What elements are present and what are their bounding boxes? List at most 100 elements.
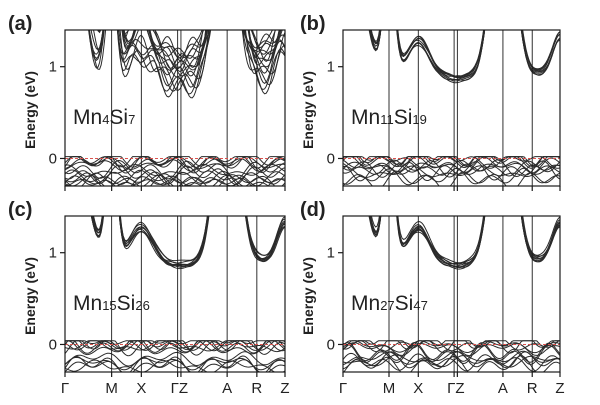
valence-band <box>343 161 560 175</box>
x-tick-label: ΓZ <box>447 380 464 397</box>
valence-band <box>343 156 560 174</box>
formula-element: Mn <box>73 292 102 315</box>
y-axis-label: Energy (eV) <box>22 71 38 149</box>
valence-band <box>343 160 560 182</box>
valence-band <box>343 340 560 350</box>
conduction-band <box>370 30 560 78</box>
conduction-band <box>90 30 285 71</box>
formula-element: Mn <box>351 106 380 129</box>
conduction-band <box>88 30 285 99</box>
panel-label: (c) <box>8 199 32 221</box>
conduction-band <box>370 216 560 265</box>
x-tick-label: A <box>222 380 232 397</box>
valence-band <box>343 156 560 169</box>
formula-subscript: 4 <box>102 112 109 127</box>
valence-band <box>65 355 285 372</box>
formula-subscript: 7 <box>128 112 135 127</box>
conduction-band <box>123 30 281 73</box>
conduction-band <box>369 30 560 77</box>
x-tick-label: R <box>527 380 538 397</box>
formula-element: Mn <box>351 292 380 315</box>
valence-band <box>343 355 560 372</box>
valence-band <box>343 343 560 365</box>
valence-band <box>65 163 285 177</box>
compound-formula: Mn4Si7 <box>73 106 135 129</box>
formula-subscript: 47 <box>413 298 427 313</box>
valence-band <box>343 340 560 352</box>
conduction-band <box>122 30 281 59</box>
formula-subscript: 19 <box>412 112 426 127</box>
panel-label: (a) <box>8 13 32 35</box>
conduction-band <box>90 216 285 270</box>
valence-band <box>65 156 285 169</box>
x-tick-label: Z <box>280 380 289 397</box>
panel-label: (d) <box>300 199 326 221</box>
y-axis-label: Energy (eV) <box>300 257 316 335</box>
formula-subscript: 27 <box>380 298 394 313</box>
valence-band <box>343 170 560 186</box>
formula-element: Si <box>394 106 413 129</box>
valence-band <box>65 169 285 186</box>
valence-band <box>65 156 285 172</box>
conduction-band <box>369 30 560 82</box>
band-panel: 0 1 Γ M X ΓZ A R Z Energy (eV) (c) Mn15Si26 <box>8 199 290 397</box>
x-tick-label: ΓZ <box>171 380 188 397</box>
x-tick-label: Γ <box>339 380 347 397</box>
valence-band <box>343 159 560 178</box>
valence-band <box>65 170 285 186</box>
y-axis-label: Energy (eV) <box>300 71 316 149</box>
y-tick-label: 1 <box>327 59 335 76</box>
conduction-band <box>370 30 560 78</box>
conduction-band <box>88 30 285 92</box>
conduction-band <box>370 30 560 79</box>
valence-band <box>343 352 560 372</box>
valence-band <box>65 174 285 186</box>
conduction-band <box>97 30 280 78</box>
valence-band <box>65 340 285 351</box>
formula-subscript: 15 <box>102 298 116 313</box>
formula-subscript: 11 <box>380 112 394 127</box>
valence-band <box>65 359 285 372</box>
band-panel: 0 1 Energy (eV) (b) Mn11Si19 <box>300 13 561 191</box>
y-tick-label: 1 <box>327 245 335 262</box>
y-tick-label: 1 <box>49 245 57 262</box>
conduction-band <box>92 216 285 268</box>
formula-element: Si <box>109 106 128 129</box>
conduction-band <box>368 30 560 81</box>
y-tick-label: 1 <box>49 59 57 76</box>
x-tick-label: M <box>105 380 118 397</box>
band-panel: 0 1 Energy (eV) (a) Mn4Si7 <box>8 13 286 191</box>
compound-formula: Mn27Si47 <box>351 292 428 315</box>
plot-frame <box>342 215 561 373</box>
y-tick-label: 0 <box>327 336 335 353</box>
x-tick-label: Γ <box>61 380 69 397</box>
plot-frame <box>64 215 286 373</box>
plot-frame <box>64 29 286 187</box>
y-tick-label: 0 <box>327 150 335 167</box>
valence-band <box>65 359 285 372</box>
compound-formula: Mn15Si26 <box>73 292 150 315</box>
x-tick-label: M <box>383 380 396 397</box>
x-tick-label: A <box>498 380 508 397</box>
conduction-band <box>123 30 282 62</box>
valence-band <box>343 341 560 363</box>
y-tick-label: 0 <box>49 150 57 167</box>
conduction-band <box>370 216 560 264</box>
valence-band <box>343 159 560 177</box>
valence-band <box>343 340 560 354</box>
valence-band <box>65 340 285 356</box>
x-tick-label: Z <box>555 380 564 397</box>
valence-band <box>65 340 285 352</box>
formula-element: Si <box>117 292 136 315</box>
plot-frame <box>342 29 561 187</box>
valence-band <box>65 159 285 180</box>
band-panel: 0 1 Γ M X ΓZ A R Z Energy (eV) (d) Mn27Si47 <box>300 199 565 397</box>
panel-label: (b) <box>300 13 326 35</box>
x-tick-label: X <box>136 380 146 397</box>
formula-element: Si <box>395 292 414 315</box>
formula-subscript: 26 <box>135 298 149 313</box>
conduction-band <box>370 30 560 78</box>
band-lines <box>343 30 560 186</box>
band-lines <box>65 216 285 372</box>
